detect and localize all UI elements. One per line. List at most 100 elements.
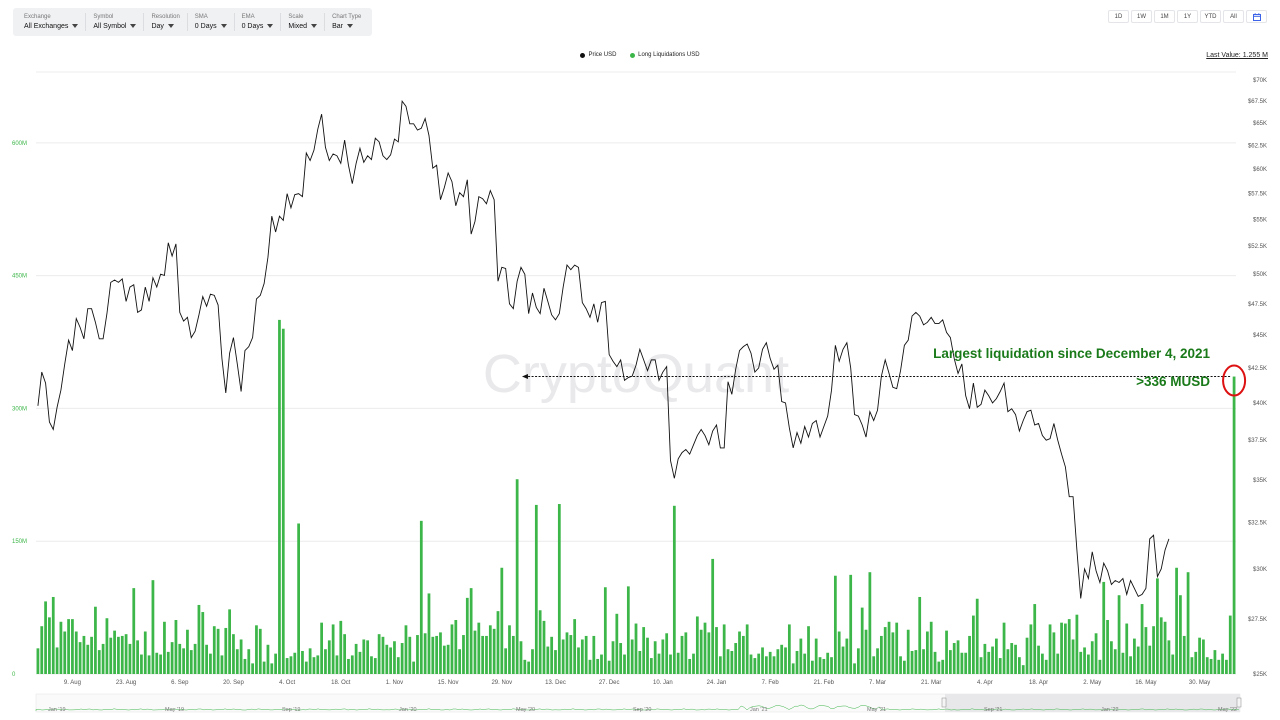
liquidation-bar <box>1125 623 1129 674</box>
range-1m-button[interactable]: 1M <box>1154 10 1175 23</box>
liquidation-bar <box>669 654 672 674</box>
range-ytd-button[interactable]: YTD <box>1200 10 1221 23</box>
liquidation-bar <box>764 656 768 674</box>
y-right-tick-label: $40K <box>1253 401 1267 407</box>
liquidation-bar <box>653 641 657 674</box>
liquidation-bar <box>672 505 676 674</box>
last-value-link[interactable]: Last Value: 1.255 M <box>1206 52 1268 59</box>
sma-label: SMA <box>194 13 208 20</box>
liquidation-bar <box>711 558 715 674</box>
x-tick-label: 18. Apr <box>1029 680 1048 686</box>
liquidation-bar <box>657 653 661 674</box>
liquidation-bar <box>730 650 734 674</box>
liquidation-bar <box>1041 653 1044 674</box>
liquidation-bar <box>243 658 247 674</box>
liquidation-bar <box>97 650 101 674</box>
liquidation-bar <box>343 634 347 674</box>
liquidation-bar <box>174 619 178 674</box>
liquidation-bar <box>358 651 362 674</box>
liquidation-bar <box>247 649 251 674</box>
liquidation-bar <box>680 635 684 674</box>
legend-item-long-liquidations[interactable]: Long Liquidations USD <box>630 52 700 58</box>
liquidation-bar <box>895 622 899 674</box>
navigator-selected-window[interactable] <box>945 694 1240 712</box>
navigator-left-handle[interactable] <box>941 697 947 708</box>
liquidation-bar <box>239 639 243 674</box>
liquidation-bar <box>350 655 354 674</box>
ema-value: 0 Days <box>241 22 264 30</box>
liquidation-bar <box>281 328 285 674</box>
liquidation-bar <box>339 620 343 674</box>
range-1d-button[interactable]: 1D <box>1108 10 1129 23</box>
legend-item-price[interactable]: Price USD <box>580 52 616 58</box>
x-tick-label: 4. Oct <box>279 680 295 686</box>
liquidation-bar <box>1044 659 1048 674</box>
liquidation-bar <box>964 652 968 674</box>
x-tick-label: 10. Jan <box>653 680 673 686</box>
liquidation-bar <box>615 613 619 674</box>
x-tick-label: 20. Sep <box>223 680 244 686</box>
liquidation-bar <box>607 660 611 674</box>
range-all-button[interactable]: All <box>1223 10 1244 23</box>
liquidation-bar <box>807 626 810 674</box>
liquidation-bar <box>1159 617 1163 674</box>
y-right-tick-label: $67.5K <box>1248 99 1267 105</box>
liquidation-bar <box>209 653 212 674</box>
toolbar-divider <box>233 13 235 31</box>
legend-price-dot <box>580 52 586 58</box>
x-tick-label: 6. Sep <box>171 680 189 686</box>
liquidation-bar <box>937 661 941 674</box>
liquidation-bar <box>117 636 120 674</box>
liquidation-bar <box>143 631 147 674</box>
liquidation-bar <box>71 619 74 674</box>
liquidation-bar <box>151 580 155 674</box>
resolution-dropdown[interactable]: Resolution Day <box>144 8 186 36</box>
navigator-label: May '22 <box>1218 707 1237 713</box>
liquidation-bar <box>1064 623 1067 674</box>
navigator-right-handle[interactable] <box>1236 697 1242 708</box>
range-1w-button[interactable]: 1W <box>1131 10 1152 23</box>
x-tick-label: 23. Aug <box>116 680 136 686</box>
ema-dropdown[interactable]: EMA 0 Days <box>235 8 281 36</box>
liquidation-bar <box>1083 647 1086 674</box>
liquidation-bar <box>975 598 979 674</box>
liquidation-bar <box>948 650 952 674</box>
x-tick-label: 15. Nov <box>438 680 459 686</box>
liquidation-bar <box>998 658 1002 674</box>
liquidation-bar <box>868 572 872 674</box>
liquidation-bar <box>446 644 450 674</box>
liquidation-bar <box>799 638 803 674</box>
liquidation-bar <box>36 648 40 674</box>
y-left-tick-label: 0 <box>12 672 16 678</box>
liquidation-bar <box>51 596 55 674</box>
caret-down-icon <box>220 23 227 28</box>
sma-dropdown[interactable]: SMA 0 Days <box>188 8 234 36</box>
liquidation-bar <box>105 618 109 674</box>
liquidation-bar <box>929 621 933 674</box>
x-tick-label: 30. May <box>1189 680 1210 686</box>
liquidation-bar <box>753 658 757 674</box>
liquidation-bar <box>983 643 987 674</box>
liquidation-bar <box>1179 595 1182 674</box>
liquidation-bar <box>772 656 776 674</box>
liquidation-bar <box>1232 376 1236 674</box>
liquidation-bar <box>1025 637 1029 674</box>
liquidation-bar <box>1021 665 1025 674</box>
x-tick-label: 7. Feb <box>762 680 780 686</box>
caret-down-icon <box>311 23 318 28</box>
sma-value: 0 Days <box>194 22 217 30</box>
liquidation-bar <box>393 641 396 674</box>
liquidation-bar <box>1090 641 1094 674</box>
liquidation-bar <box>757 653 761 674</box>
liquidation-bar <box>987 651 991 674</box>
calendar-icon[interactable] <box>1246 10 1267 23</box>
liquidation-bar <box>699 629 703 674</box>
legend-liquidations-label: Long Liquidations USD <box>638 52 700 58</box>
range-1y-button[interactable]: 1Y <box>1177 10 1198 23</box>
exchange-dropdown[interactable]: Exchange All Exchanges <box>17 8 85 36</box>
chart-type-dropdown[interactable]: Chart Type Bar <box>325 8 368 36</box>
scale-dropdown[interactable]: Scale Mixed <box>281 8 324 36</box>
caret-down-icon <box>267 23 274 28</box>
liquidation-bar <box>531 649 534 674</box>
symbol-dropdown[interactable]: Symbol All Symbol <box>86 8 143 36</box>
